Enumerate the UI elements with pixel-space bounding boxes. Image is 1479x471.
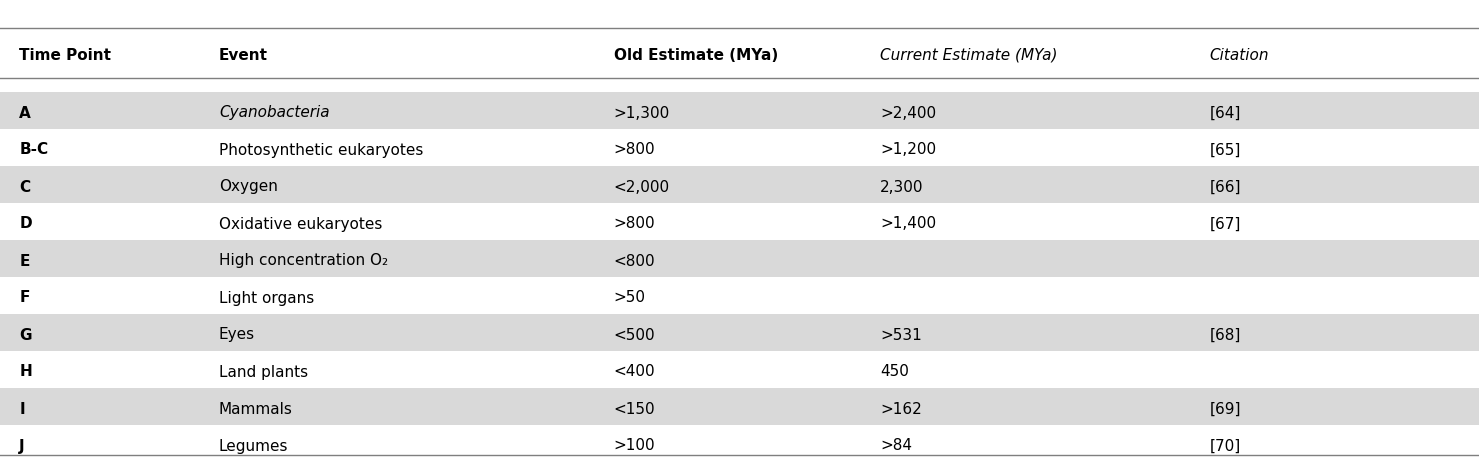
Text: >162: >162 — [880, 401, 921, 416]
Text: >1,200: >1,200 — [880, 143, 936, 157]
Text: >2,400: >2,400 — [880, 106, 936, 121]
Text: >800: >800 — [614, 143, 655, 157]
Text: F: F — [19, 291, 30, 306]
Text: >1,300: >1,300 — [614, 106, 670, 121]
Bar — [0, 388, 1479, 424]
Text: G: G — [19, 327, 31, 342]
Bar — [0, 240, 1479, 276]
Text: 2,300: 2,300 — [880, 179, 923, 195]
Text: <800: <800 — [614, 253, 655, 268]
Text: A: A — [19, 106, 31, 121]
Text: >50: >50 — [614, 291, 646, 306]
Text: High concentration O₂: High concentration O₂ — [219, 253, 387, 268]
Text: <2,000: <2,000 — [614, 179, 670, 195]
Text: <150: <150 — [614, 401, 655, 416]
Bar — [0, 165, 1479, 203]
Text: >84: >84 — [880, 439, 913, 454]
Text: Mammals: Mammals — [219, 401, 293, 416]
Text: Cyanobacteria: Cyanobacteria — [219, 106, 330, 121]
Text: Citation: Citation — [1210, 48, 1269, 63]
Text: B-C: B-C — [19, 143, 49, 157]
Text: Old Estimate (MYa): Old Estimate (MYa) — [614, 48, 778, 63]
Text: [64]: [64] — [1210, 106, 1241, 121]
Text: H: H — [19, 365, 33, 380]
Text: Land plants: Land plants — [219, 365, 308, 380]
Bar — [0, 314, 1479, 350]
Text: E: E — [19, 253, 30, 268]
Text: >800: >800 — [614, 217, 655, 232]
Text: 450: 450 — [880, 365, 910, 380]
Bar — [0, 91, 1479, 129]
Text: Photosynthetic eukaryotes: Photosynthetic eukaryotes — [219, 143, 423, 157]
Text: Time Point: Time Point — [19, 48, 111, 63]
Text: [69]: [69] — [1210, 401, 1241, 416]
Text: [67]: [67] — [1210, 217, 1241, 232]
Text: J: J — [19, 439, 25, 454]
Text: [68]: [68] — [1210, 327, 1241, 342]
Text: Oxidative eukaryotes: Oxidative eukaryotes — [219, 217, 382, 232]
Text: <500: <500 — [614, 327, 655, 342]
Text: Light organs: Light organs — [219, 291, 314, 306]
Text: Legumes: Legumes — [219, 439, 288, 454]
Text: D: D — [19, 217, 33, 232]
Text: Event: Event — [219, 48, 268, 63]
Text: C: C — [19, 179, 31, 195]
Text: >1,400: >1,400 — [880, 217, 936, 232]
Text: [70]: [70] — [1210, 439, 1241, 454]
Text: >100: >100 — [614, 439, 655, 454]
Text: I: I — [19, 401, 25, 416]
Text: >531: >531 — [880, 327, 921, 342]
Text: Oxygen: Oxygen — [219, 179, 278, 195]
Text: [65]: [65] — [1210, 143, 1241, 157]
Text: Eyes: Eyes — [219, 327, 254, 342]
Text: <400: <400 — [614, 365, 655, 380]
Text: Current Estimate (MYa): Current Estimate (MYa) — [880, 48, 1057, 63]
Text: [66]: [66] — [1210, 179, 1241, 195]
